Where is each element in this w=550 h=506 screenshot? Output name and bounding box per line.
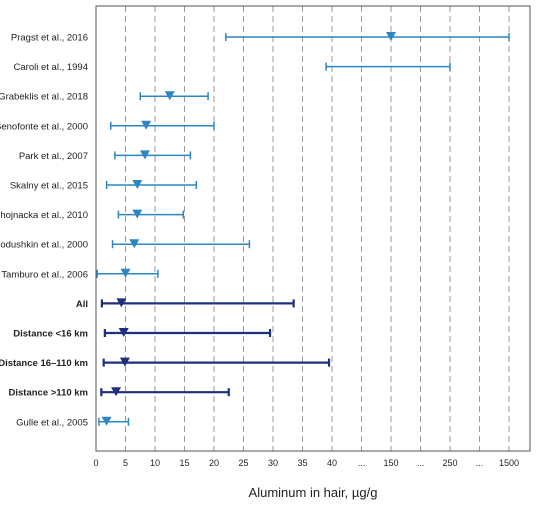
median-marker [164,91,175,101]
row-label: Skalny et al., 2015 [10,181,88,192]
row-label: All [76,299,88,310]
x-tick-label: ... [358,458,366,468]
interval-row [225,32,510,41]
x-tick-label: ... [417,458,425,468]
x-tick-label: 40 [327,458,337,468]
x-tick-labels: 0 5 10 15 20 25 30 35 40... 150... 250... 1500 [93,458,519,468]
x-axis-title: Aluminum in hair, µg/g [249,485,378,500]
median-marker [386,32,396,41]
interval-row [114,150,192,160]
median-marker [120,268,131,278]
interval-row [102,357,331,367]
plot-frame [95,5,531,452]
x-tick-label: 150 [383,458,398,468]
median-marker [129,239,140,249]
interval-row [98,416,130,426]
median-marker [132,180,143,189]
interval-row [139,91,209,101]
interval-row [103,328,272,337]
median-marker [139,150,150,160]
x-tick-label: 1500 [499,458,519,468]
interval-row [100,298,295,308]
x-tick-label: 10 [150,458,160,468]
row-label: Distance >110 km [9,388,88,399]
row-label: Gulle et al., 2005 [16,417,88,428]
median-marker [132,209,143,219]
interval-row [100,387,230,397]
median-marker [101,416,112,426]
interval-bars [96,32,510,426]
x-tick-label: 25 [238,458,248,468]
interval-row [96,268,159,278]
row-label: Senofonte et al., 2000 [0,121,88,132]
row-label: Distance <16 km [13,329,88,340]
row-label: Park et al., 2007 [19,151,88,162]
row-label: Pragst et al., 2016 [11,33,88,44]
row-label: Rodushkin et al., 2000 [0,240,88,251]
x-tick-label: 0 [93,458,98,468]
interval-row [105,180,198,189]
interval-row [110,120,215,130]
interval-row [325,62,451,71]
row-label: Caroli et al., 1994 [14,62,88,73]
median-marker [118,328,129,337]
median-marker [111,387,122,397]
row-label: Chojnacka et al., 2010 [0,210,88,221]
x-tick-label: 20 [209,458,219,468]
row-label: Grabeklis et al., 2018 [0,92,88,103]
x-tick-label: 30 [268,458,278,468]
median-marker [141,120,152,130]
x-tick-label: ... [476,458,484,468]
x-tick-label: 15 [179,458,189,468]
x-tick-label: 35 [297,458,307,468]
row-label: Tamburo et al., 2006 [1,269,88,280]
interval-row [111,239,251,249]
median-marker [116,298,127,308]
row-label: Distance 16–110 km [0,358,88,369]
grid-lines [125,6,510,451]
median-marker [119,357,130,367]
interval-row [117,209,185,219]
row-labels: Pragst et al., 2016 Caroli et al., 1994 Gr… [0,33,88,429]
x-tick-label: 250 [442,458,457,468]
x-tick-label: 5 [123,458,128,468]
